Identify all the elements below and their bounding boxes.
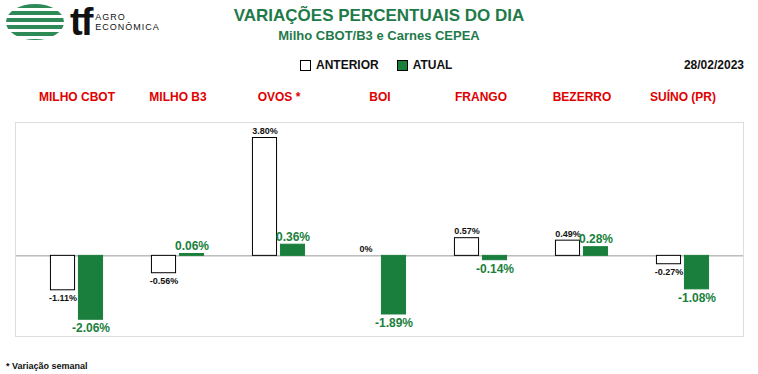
svg-text:OVOS *: OVOS *	[258, 90, 301, 104]
svg-text:-1.11%: -1.11%	[49, 293, 77, 303]
svg-text:0.36%: 0.36%	[276, 230, 310, 244]
svg-text:0.57%: 0.57%	[454, 226, 480, 236]
svg-text:-0.27%: -0.27%	[655, 267, 684, 277]
svg-text:FRANGO: FRANGO	[455, 90, 507, 104]
html-text:* Variação semanal: * Variação semanal	[6, 361, 88, 371]
svg-text:3.80%: 3.80%	[252, 126, 278, 136]
html-text:tf: tf	[70, 1, 92, 43]
svg-text:BOI: BOI	[369, 90, 390, 104]
html-text:ANTERIOR: ANTERIOR	[316, 58, 379, 72]
html-text:ECONÔMICA: ECONÔMICA	[95, 22, 160, 32]
svg-text:MILHO CBOT: MILHO CBOT	[39, 90, 116, 104]
svg-text:0%: 0%	[359, 244, 372, 254]
svg-text:MILHO B3: MILHO B3	[149, 90, 207, 104]
svg-text:-1.08%: -1.08%	[678, 291, 716, 305]
svg-text:-2.06%: -2.06%	[72, 321, 110, 335]
html-text:28/02/2023: 28/02/2023	[683, 58, 744, 72]
svg-text:-0.14%: -0.14%	[476, 262, 514, 276]
svg-text:-1.89%: -1.89%	[375, 316, 413, 330]
svg-text:SUÍNO (PR): SUÍNO (PR)	[650, 89, 716, 104]
html-text:AGRO: AGRO	[95, 12, 126, 22]
html-text:VARIAÇÕES PERCENTUAIS DO DIA: VARIAÇÕES PERCENTUAIS DO DIA	[233, 6, 525, 25]
svg-text:0.06%: 0.06%	[175, 239, 209, 253]
svg-text:0.49%: 0.49%	[555, 229, 581, 239]
html-text:Milho CBOT/B3 e Carnes CEPEA: Milho CBOT/B3 e Carnes CEPEA	[278, 28, 480, 43]
html-text:ATUAL: ATUAL	[412, 58, 453, 72]
svg-text:BEZERRO: BEZERRO	[553, 90, 612, 104]
svg-text:-0.56%: -0.56%	[150, 276, 179, 286]
svg-text:0.28%: 0.28%	[579, 232, 613, 246]
